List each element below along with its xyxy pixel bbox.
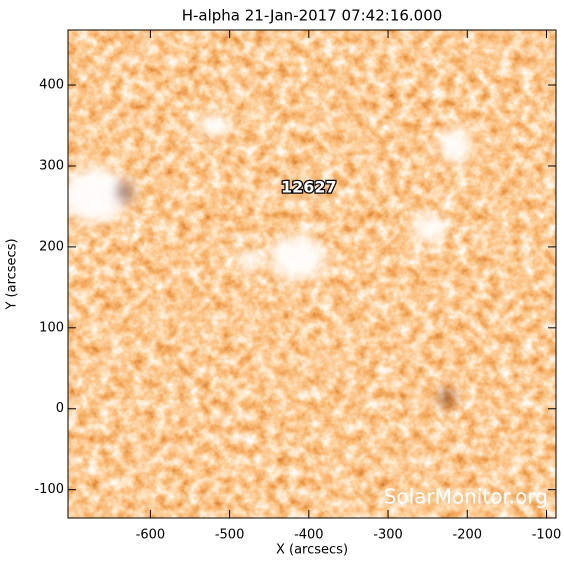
region-label: 12627	[281, 177, 337, 196]
x-tick-label: -300	[373, 528, 403, 543]
y-tick-label: 400	[39, 78, 64, 93]
y-axis-label: Y (arcsecs)	[5, 238, 20, 310]
y-tick-label: 200	[39, 239, 64, 254]
y-tick-label: 0	[56, 401, 64, 416]
x-tick-label: -400	[294, 528, 324, 543]
plot-frame	[67, 29, 557, 519]
y-tick-label: -100	[34, 482, 64, 497]
watermark: SolarMonitor.org	[384, 485, 548, 509]
y-tick-label: 100	[39, 320, 64, 335]
x-tick-label: -600	[136, 528, 166, 543]
x-tick-label: -100	[532, 528, 562, 543]
x-axis-label: X (arcsecs)	[276, 543, 348, 558]
x-tick-label: -200	[453, 528, 483, 543]
solar-image	[68, 30, 556, 518]
chart-title: H-alpha 21-Jan-2017 07:42:16.000	[182, 7, 443, 25]
y-tick-label: 300	[39, 158, 64, 173]
x-tick-label: -500	[215, 528, 245, 543]
